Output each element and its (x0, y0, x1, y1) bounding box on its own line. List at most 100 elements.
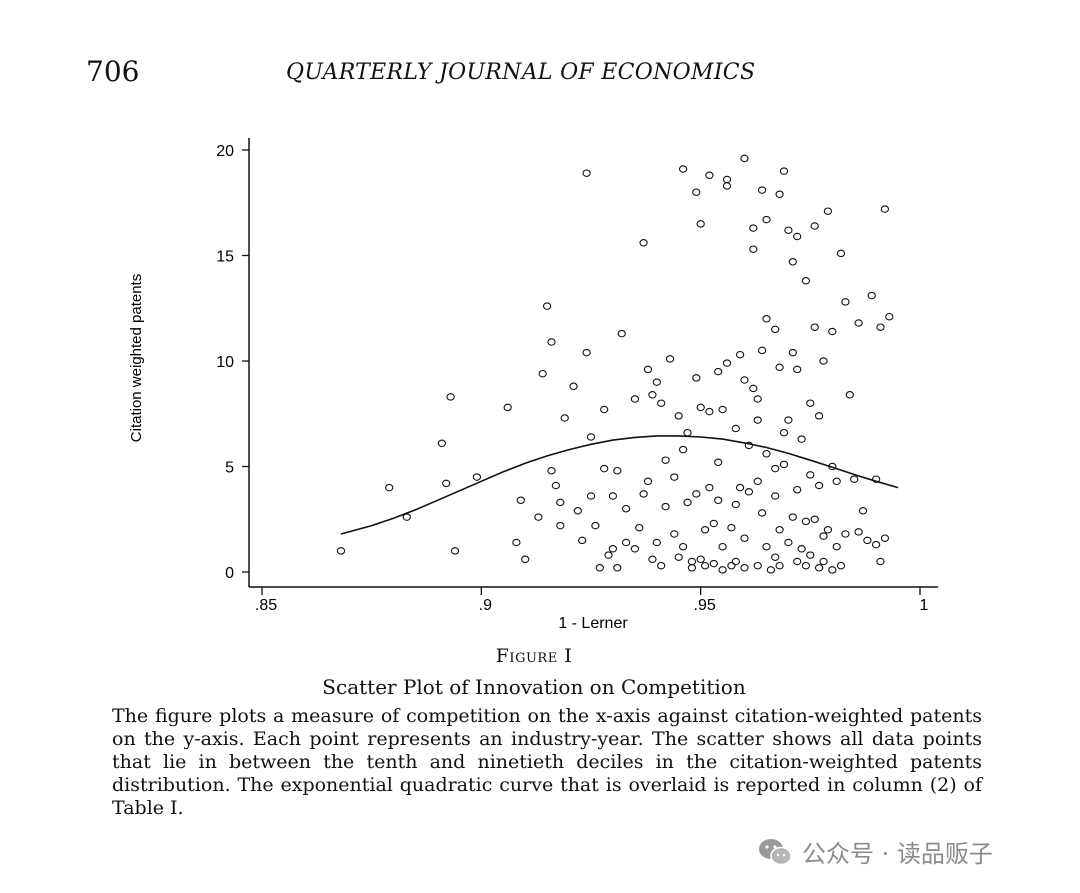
data-point (762, 215, 771, 224)
data-point (604, 551, 613, 559)
data-point (823, 526, 833, 534)
data-point (832, 542, 841, 551)
data-point (696, 220, 705, 228)
data-point (670, 530, 679, 538)
y-axis-label: Citation weighted patents (128, 274, 145, 442)
data-point (740, 376, 749, 384)
data-point (731, 424, 740, 433)
data-point (648, 555, 657, 564)
data-point (731, 500, 740, 509)
data-point (446, 393, 455, 401)
data-point (586, 492, 596, 500)
data-point (744, 441, 754, 450)
data-point (727, 561, 736, 570)
data-point (503, 403, 512, 412)
data-point (674, 412, 683, 420)
data-point (801, 517, 811, 526)
data-point (784, 226, 793, 234)
data-point (595, 564, 604, 572)
data-point (551, 481, 561, 490)
data-point (547, 466, 556, 475)
x-tick-label: .9 (479, 597, 492, 614)
data-point (793, 485, 802, 494)
data-point (692, 188, 701, 196)
data-point (678, 445, 688, 454)
data-point (556, 498, 565, 507)
data-point (801, 561, 811, 570)
data-point (683, 498, 692, 507)
data-point (731, 557, 740, 566)
data-point (617, 329, 626, 338)
data-point (696, 555, 705, 564)
data-point (775, 526, 784, 534)
x-tick-label: .85 (255, 597, 277, 614)
y-tick-label: 20 (216, 143, 234, 160)
data-point (788, 513, 797, 521)
data-point (661, 456, 670, 464)
data-point (819, 357, 828, 365)
figure-title: Scatter Plot of Innovation on Competitio… (322, 675, 746, 699)
data-point (836, 249, 846, 258)
figure-label: Figure I (495, 645, 573, 667)
data-point (709, 519, 718, 528)
data-point (810, 323, 819, 331)
data-point (450, 547, 460, 555)
y-tick-label: 0 (225, 565, 234, 582)
data-point (871, 540, 881, 549)
data-point (735, 483, 745, 492)
wechat-logo-icon (759, 838, 792, 865)
data-point (643, 365, 653, 374)
data-point (621, 538, 631, 547)
data-point (639, 490, 648, 498)
data-point (744, 488, 754, 496)
data-point (793, 232, 802, 241)
data-point (779, 167, 789, 175)
data-point (806, 471, 815, 479)
data-point (613, 564, 622, 572)
data-point (771, 464, 780, 473)
data-point (836, 561, 846, 570)
data-point (578, 536, 587, 545)
data-point (876, 557, 885, 566)
data-point (784, 416, 793, 424)
data-point (867, 291, 876, 300)
data-point (814, 481, 824, 490)
data-point (705, 483, 714, 492)
data-point (771, 553, 780, 561)
data-point (385, 483, 394, 492)
data-point (652, 378, 661, 386)
data-point (757, 346, 767, 355)
data-point (757, 509, 767, 517)
page-number: 706 (86, 55, 140, 88)
data-point (657, 399, 666, 407)
x-tick-label: 1 (920, 597, 929, 614)
data-point (814, 412, 824, 420)
data-point (516, 496, 525, 505)
data-point (735, 350, 745, 359)
data-point (683, 428, 692, 437)
data-point (678, 542, 688, 551)
data-point (705, 407, 714, 416)
data-point (828, 566, 837, 574)
data-point (762, 542, 771, 551)
figure-caption: The figure plots a measure of competitio… (112, 705, 982, 819)
data-point (560, 414, 569, 422)
data-point (630, 545, 640, 553)
data-point (639, 239, 648, 247)
data-point (512, 538, 521, 547)
data-point (727, 523, 736, 532)
data-point (534, 513, 543, 521)
watermark-text: 公众号 · 读品贩子 (802, 840, 993, 868)
data-point (775, 363, 784, 372)
data-point (749, 384, 758, 393)
data-point (793, 365, 802, 374)
data-point (753, 395, 762, 403)
data-point (806, 399, 815, 407)
data-point (635, 523, 644, 532)
data-point (793, 557, 802, 566)
data-point (841, 298, 850, 306)
data-point (832, 477, 841, 486)
data-point (784, 538, 793, 547)
data-point (885, 312, 894, 321)
data-point (336, 547, 346, 555)
